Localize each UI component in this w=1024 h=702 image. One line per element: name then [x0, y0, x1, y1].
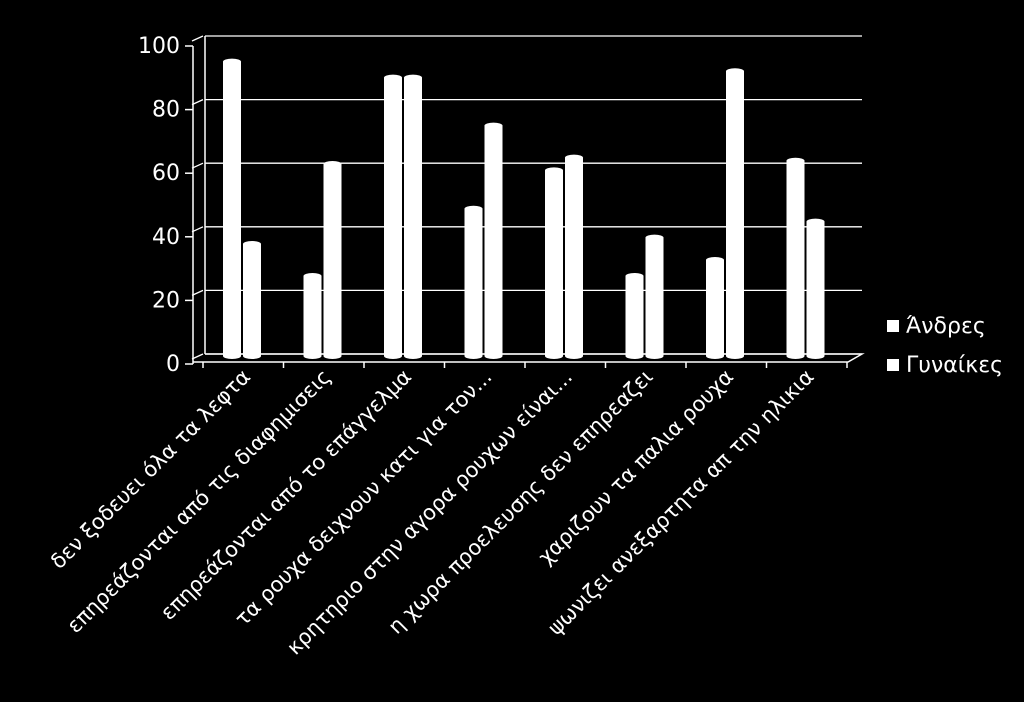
bar-cap	[806, 218, 825, 225]
bar-base	[243, 353, 261, 359]
gridline-depth	[191, 162, 204, 169]
bar-base	[806, 353, 825, 359]
bar-body	[323, 164, 342, 356]
bar-cap	[464, 205, 483, 212]
y-tick-label: 60	[152, 161, 180, 186]
bar-body	[243, 244, 261, 356]
bar-cap	[484, 122, 503, 129]
y-axis-ticks: 0 20 40 60 80 100	[138, 34, 180, 377]
bar-base	[223, 353, 241, 359]
legend-label: Άνδρες	[906, 314, 986, 339]
bar-base	[484, 353, 503, 359]
y-tick-label: 100	[138, 34, 180, 59]
gridline-depth	[191, 353, 204, 360]
bar	[645, 234, 664, 359]
legend-swatch	[887, 359, 899, 371]
bar-body	[565, 157, 583, 356]
bar-base	[706, 353, 724, 359]
bar-cap	[323, 161, 342, 167]
bar-body	[384, 77, 402, 356]
bar-body	[303, 276, 322, 356]
bar-base	[726, 353, 744, 359]
bar-body	[223, 61, 241, 356]
bar	[806, 218, 825, 359]
bar-cap	[645, 234, 664, 241]
bar-base	[464, 353, 483, 359]
bar	[323, 161, 342, 359]
bar-cap	[223, 58, 241, 65]
bar-base	[786, 353, 805, 359]
y-tick-label: 40	[152, 225, 180, 250]
bar	[243, 241, 261, 359]
bar-cap	[625, 273, 644, 279]
gridline-depth	[191, 226, 204, 233]
bar-body	[545, 170, 563, 356]
bar-base	[323, 353, 342, 359]
legend: Άνδρες Γυναίκες	[887, 314, 1003, 378]
bar-body	[484, 125, 503, 356]
bar-body	[625, 276, 644, 356]
bar	[545, 167, 563, 359]
bar	[726, 68, 744, 359]
bar-base	[625, 353, 644, 359]
bar	[404, 74, 422, 359]
bar-cap	[384, 74, 402, 81]
bar	[464, 205, 483, 359]
legend-swatch	[887, 320, 899, 332]
bar-body	[706, 260, 724, 356]
bar-body	[806, 221, 825, 356]
bar-base	[545, 353, 563, 359]
bar-base	[404, 353, 422, 359]
bar-body	[464, 208, 483, 356]
bar	[384, 74, 402, 359]
bar-body	[645, 237, 664, 356]
bar	[223, 58, 241, 359]
bar-body	[786, 160, 805, 356]
bar-body	[726, 71, 744, 356]
bar-base	[645, 353, 664, 359]
axes	[185, 36, 865, 368]
bars	[223, 58, 825, 359]
bar-cap	[786, 157, 805, 164]
floor-outline	[193, 353, 865, 363]
bar-base	[303, 353, 322, 359]
bar	[786, 157, 805, 359]
bar-cap	[545, 167, 563, 174]
bar-cap	[243, 241, 261, 247]
bar-cap	[404, 74, 422, 81]
bar-base	[384, 353, 402, 359]
bar	[565, 154, 583, 359]
y-tick-label: 0	[166, 352, 180, 377]
bar	[706, 257, 724, 359]
bar	[625, 273, 644, 359]
gridline-depth	[191, 289, 204, 296]
bar-base	[565, 353, 583, 359]
bar-cap	[706, 257, 724, 263]
bar	[484, 122, 503, 359]
y-tick-label: 80	[152, 98, 180, 123]
bar	[303, 273, 322, 359]
gridline-depth	[191, 35, 204, 42]
gridline-depth	[191, 99, 204, 106]
bar-body	[404, 77, 422, 356]
legend-label: Γυναίκες	[906, 353, 1003, 378]
bar-cap	[726, 68, 744, 75]
y-tick-label: 20	[152, 288, 180, 313]
bar-cap	[565, 154, 583, 161]
bar-cap	[303, 273, 322, 279]
